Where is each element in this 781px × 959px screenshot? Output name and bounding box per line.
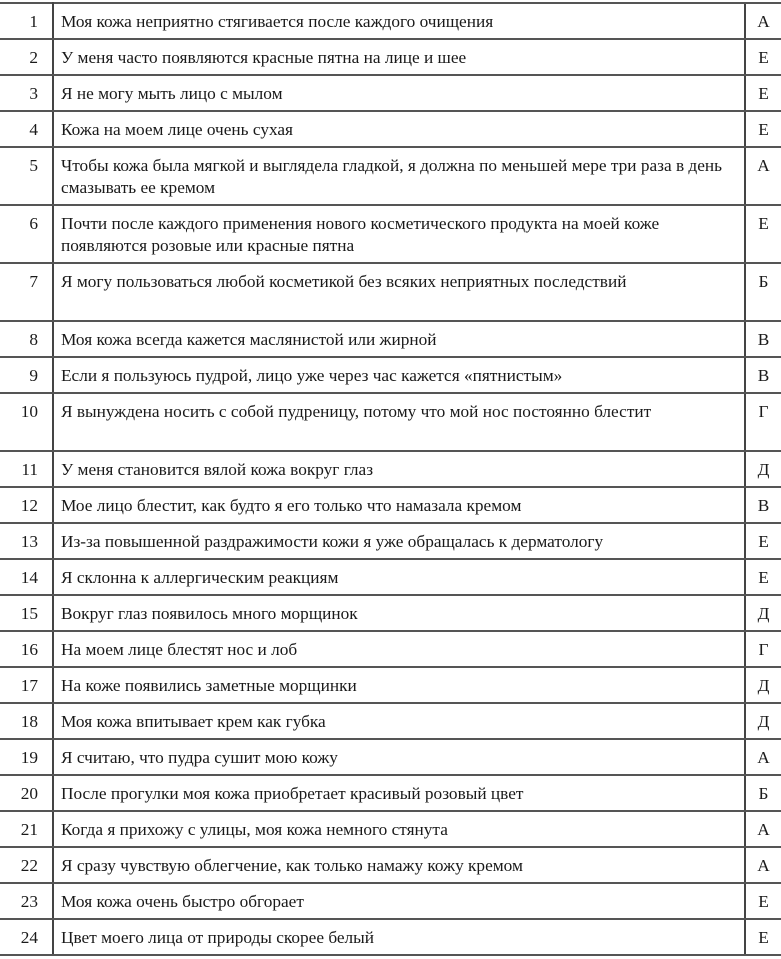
statement-text: Кожа на моем лице очень сухая: [53, 110, 745, 148]
row-number: 24: [0, 918, 54, 956]
row-number: 13: [0, 522, 54, 560]
row-number: 7: [0, 262, 54, 322]
statement-text: Я считаю, что пудра сушит мою кожу: [53, 738, 745, 776]
statement-text: На моем лице блестят нос и лоб: [53, 630, 745, 668]
table-row: 4 Кожа на моем лице очень сухая Е: [0, 110, 781, 148]
table-row: 16 На моем лице блестят нос и лоб Г: [0, 630, 781, 668]
table-row: 21 Когда я прихожу с улицы, моя кожа немн…: [0, 810, 781, 848]
statement-text: На коже появились заметные морщинки: [53, 666, 745, 704]
skin-type-code: Е: [744, 882, 781, 920]
table-row: 22 Я сразу чувствую облегчение, как тольк…: [0, 846, 781, 884]
table-row: 6 Почти после каждого применения нового к…: [0, 204, 781, 264]
row-number: 14: [0, 558, 54, 596]
skin-type-code: Е: [744, 522, 781, 560]
table-row: 9 Если я пользуюсь пудрой, лицо уже через…: [0, 356, 781, 394]
statement-text: Я вынуждена носить с собой пудреницу, по…: [53, 392, 745, 452]
statement-text: Моя кожа впитывает крем как губка: [53, 702, 745, 740]
statement-text: Я могу пользоваться любой косметикой без…: [53, 262, 745, 322]
statement-text: Вокруг глаз появилось много морщинок: [53, 594, 745, 632]
row-number: 6: [0, 204, 54, 264]
statement-text: У меня часто появляются красные пятна на…: [53, 38, 745, 76]
skin-type-code: А: [744, 146, 781, 206]
table-row: 24 Цвет моего лица от природы скорее белы…: [0, 918, 781, 956]
skin-type-code: Е: [744, 558, 781, 596]
skin-type-code: Е: [744, 918, 781, 956]
row-number: 8: [0, 320, 54, 358]
table-row: 1 Моя кожа неприятно стягивается после ка…: [0, 2, 781, 40]
table-row: 11 У меня становится вялой кожа вокруг гл…: [0, 450, 781, 488]
row-number: 3: [0, 74, 54, 112]
row-number: 12: [0, 486, 54, 524]
statement-text: Моя кожа неприятно стягивается после каж…: [53, 2, 745, 40]
row-number: 16: [0, 630, 54, 668]
row-number: 19: [0, 738, 54, 776]
skin-type-code: А: [744, 810, 781, 848]
table-row: 19 Я считаю, что пудра сушит мою кожу А: [0, 738, 781, 776]
skin-type-code: А: [744, 846, 781, 884]
statement-text: Я не могу мыть лицо с мылом: [53, 74, 745, 112]
table-row: 8 Моя кожа всегда кажется маслянистой или…: [0, 320, 781, 358]
statement-text: Если я пользуюсь пудрой, лицо уже через …: [53, 356, 745, 394]
skin-type-code: Е: [744, 110, 781, 148]
statement-text: Я склонна к аллергическим реакциям: [53, 558, 745, 596]
table-row: 18 Моя кожа впитывает крем как губка Д: [0, 702, 781, 740]
row-number: 4: [0, 110, 54, 148]
skin-type-code: В: [744, 320, 781, 358]
skin-type-code: А: [744, 738, 781, 776]
table-row: 20 После прогулки моя кожа приобретает кр…: [0, 774, 781, 812]
skin-type-code: В: [744, 486, 781, 524]
row-number: 23: [0, 882, 54, 920]
row-number: 5: [0, 146, 54, 206]
statement-text: Чтобы кожа была мягкой и выглядела гладк…: [53, 146, 745, 206]
table-row: 17 На коже появились заметные морщинки Д: [0, 666, 781, 704]
statement-text: Я сразу чувствую облегчение, как только …: [53, 846, 745, 884]
skin-type-code: А: [744, 2, 781, 40]
table-row: 23 Моя кожа очень быстро обгорает Е: [0, 882, 781, 920]
skin-type-code: Е: [744, 204, 781, 264]
skin-type-code: Д: [744, 450, 781, 488]
row-number: 21: [0, 810, 54, 848]
table-row: 10 Я вынуждена носить с собой пудреницу, …: [0, 392, 781, 452]
row-number: 15: [0, 594, 54, 632]
skin-type-code: Б: [744, 262, 781, 322]
statement-text: Почти после каждого применения нового ко…: [53, 204, 745, 264]
row-number: 2: [0, 38, 54, 76]
skin-type-code: Б: [744, 774, 781, 812]
statement-text: У меня становится вялой кожа вокруг глаз: [53, 450, 745, 488]
skin-type-code: Д: [744, 702, 781, 740]
skin-type-code: В: [744, 356, 781, 394]
statement-text: Моя кожа очень быстро обгорает: [53, 882, 745, 920]
statement-text: Из-за повышенной раздражимости кожи я уж…: [53, 522, 745, 560]
row-number: 11: [0, 450, 54, 488]
row-number: 20: [0, 774, 54, 812]
statement-text: Когда я прихожу с улицы, моя кожа немног…: [53, 810, 745, 848]
skin-type-code: Е: [744, 38, 781, 76]
table-row: 12 Мое лицо блестит, как будто я его толь…: [0, 486, 781, 524]
table-row: 13 Из-за повышенной раздражимости кожи я …: [0, 522, 781, 560]
skin-type-code: Е: [744, 74, 781, 112]
skin-type-code: Д: [744, 666, 781, 704]
statement-text: Мое лицо блестит, как будто я его только…: [53, 486, 745, 524]
statement-text: Цвет моего лица от природы скорее белый: [53, 918, 745, 956]
row-number: 22: [0, 846, 54, 884]
row-number: 10: [0, 392, 54, 452]
skin-type-code: Г: [744, 630, 781, 668]
table-row: 15 Вокруг глаз появилось много морщинок Д: [0, 594, 781, 632]
statement-text: После прогулки моя кожа приобретает крас…: [53, 774, 745, 812]
table-row: 5 Чтобы кожа была мягкой и выглядела глад…: [0, 146, 781, 206]
row-number: 17: [0, 666, 54, 704]
row-number: 1: [0, 2, 54, 40]
skin-type-code: Г: [744, 392, 781, 452]
skin-type-code: Д: [744, 594, 781, 632]
statement-text: Моя кожа всегда кажется маслянистой или …: [53, 320, 745, 358]
table-row: 14 Я склонна к аллергическим реакциям Е: [0, 558, 781, 596]
row-number: 9: [0, 356, 54, 394]
row-number: 18: [0, 702, 54, 740]
